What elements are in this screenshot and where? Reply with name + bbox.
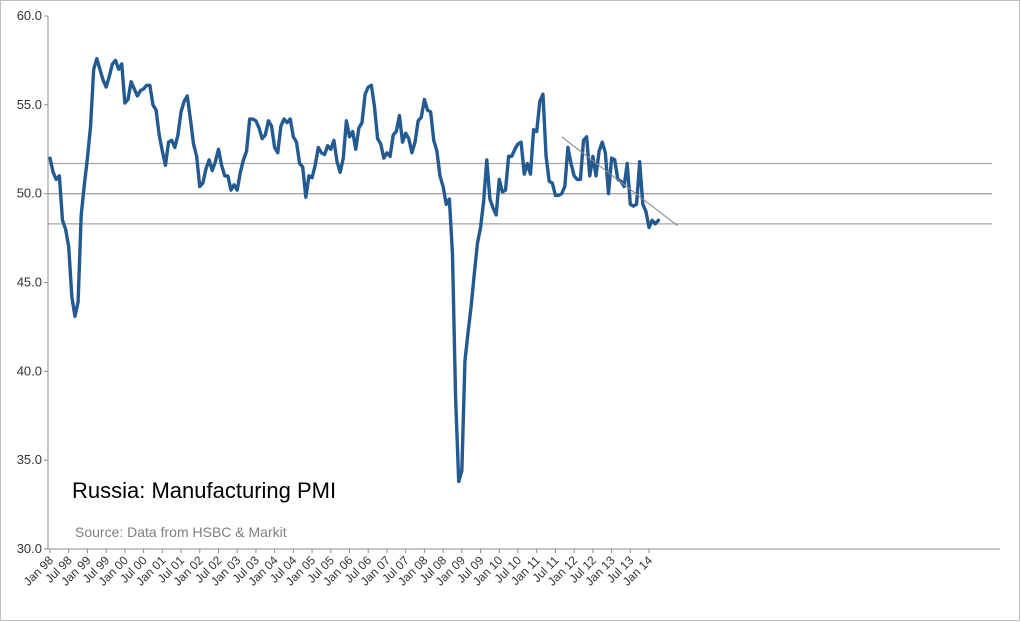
y-tick-label: 35.0 bbox=[17, 452, 42, 467]
series-line-pmi bbox=[48, 56, 661, 484]
chart-title: Russia: Manufacturing PMI bbox=[72, 478, 336, 503]
y-tick-label: 40.0 bbox=[17, 363, 42, 378]
trend-line bbox=[561, 136, 679, 227]
reference-lines bbox=[48, 162, 992, 225]
y-axis: 30.0 35.0 40.0 45.0 50.0 55.0 60.0 bbox=[17, 8, 49, 556]
y-tick-label: 45.0 bbox=[17, 275, 42, 290]
y-tick-label: 30.0 bbox=[17, 541, 42, 556]
y-tick-label: 50.0 bbox=[17, 186, 42, 201]
source-note: Source: Data from HSBC & Markit bbox=[75, 524, 287, 540]
y-tick-label: 55.0 bbox=[17, 97, 42, 112]
y-tick-label: 60.0 bbox=[17, 8, 42, 23]
